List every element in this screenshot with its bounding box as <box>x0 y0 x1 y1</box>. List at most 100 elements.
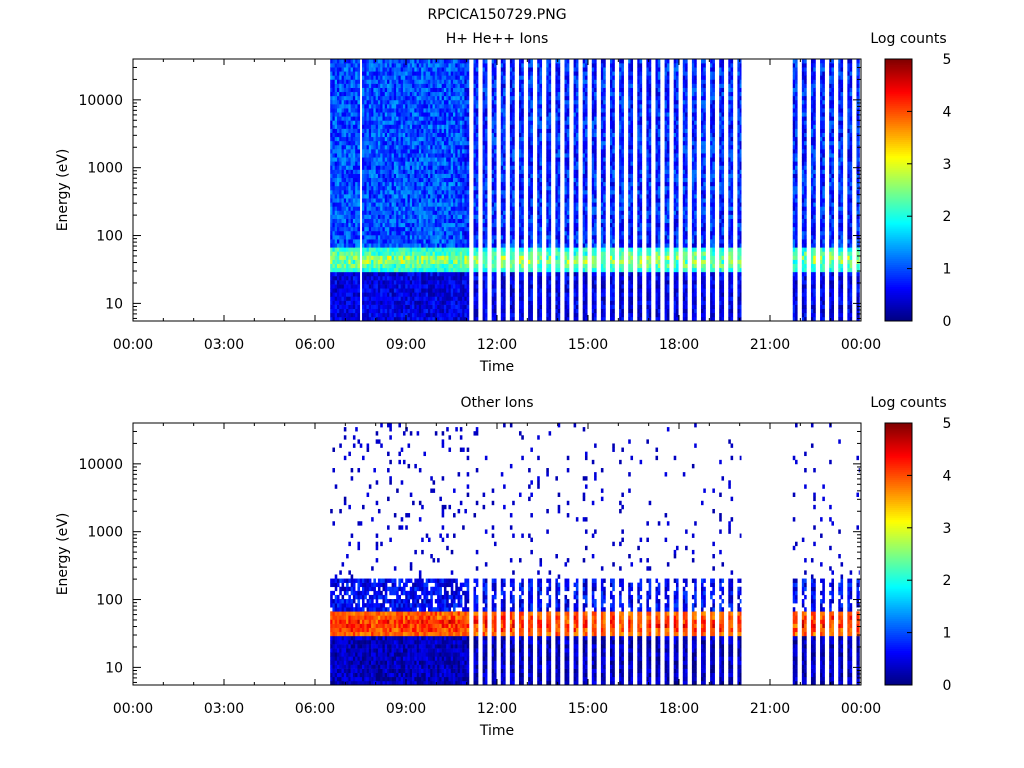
spectrogram-cell <box>455 128 458 133</box>
spectrogram-cell <box>546 292 549 297</box>
spectrogram-cell <box>387 316 390 322</box>
spectrogram-cell <box>382 104 386 109</box>
spectrogram-cell <box>491 218 495 224</box>
spectrogram-cell <box>377 288 381 293</box>
spectrogram-cell <box>373 136 376 142</box>
spectrogram-cell <box>416 177 420 183</box>
spectrogram-cell <box>455 153 458 158</box>
spectrogram-cell <box>414 267 417 273</box>
spectrogram-cell <box>407 173 411 179</box>
spectrogram-cell <box>448 99 452 105</box>
spectrogram-cell <box>528 243 531 248</box>
spectrogram-cell <box>364 181 367 187</box>
spectrogram-cell <box>441 255 445 260</box>
spectrogram-cell <box>400 149 404 154</box>
spectrogram-cell <box>409 161 413 166</box>
spectrogram-cell <box>509 149 513 154</box>
spectrogram-cell <box>457 67 461 72</box>
spectrogram-cell <box>336 316 340 322</box>
spectrogram-cell <box>434 120 438 125</box>
spectrogram-cell <box>373 108 376 113</box>
spectrogram-cell <box>462 112 465 117</box>
spectrogram-cell <box>339 59 342 64</box>
spectrogram-cell <box>493 190 497 195</box>
spectrogram-cell <box>446 194 449 199</box>
spectrogram-cell <box>336 79 340 84</box>
spectrogram-cell <box>414 308 417 314</box>
spectrogram-cell <box>348 239 351 244</box>
spectrogram-cell <box>402 288 406 293</box>
spectrogram-cell <box>462 194 465 199</box>
spectrogram-cell <box>366 128 370 133</box>
spectrogram-cell <box>364 153 367 158</box>
spectrogram-cell <box>348 222 351 228</box>
spectrogram-cell <box>448 267 452 273</box>
spectrogram-cell <box>400 288 404 293</box>
spectrogram-cell <box>521 149 524 154</box>
spectrogram-cell <box>368 308 372 314</box>
spectrogram-cell <box>380 226 383 232</box>
spectrogram-cell <box>352 280 356 285</box>
spectrogram-cell <box>346 267 349 273</box>
spectrogram-cell <box>402 71 406 76</box>
spectrogram-cell <box>371 161 374 166</box>
spectrogram-cell <box>473 198 477 203</box>
spectrogram-cell <box>371 153 374 158</box>
spectrogram-cell <box>387 275 390 281</box>
spectrogram-cell <box>398 296 401 301</box>
spectrogram-cell <box>382 239 386 244</box>
spectrogram-cell <box>427 316 431 322</box>
spectrogram-cell <box>432 230 436 236</box>
spectrogram-cell <box>443 140 447 146</box>
spectrogram-cell <box>457 210 461 215</box>
spectrogram-cell <box>455 251 458 256</box>
spectrogram-cell <box>423 210 427 215</box>
spectrogram-cell <box>348 280 351 285</box>
spectrogram-cell <box>405 222 408 228</box>
spectrogram-cell <box>455 280 458 285</box>
spectrogram-cell <box>412 271 415 277</box>
spectrogram-cell <box>521 222 524 228</box>
spectrogram-cell <box>439 108 442 113</box>
spectrogram-cell <box>455 214 458 219</box>
spectrogram-cell <box>434 149 438 154</box>
spectrogram-cell <box>371 132 374 138</box>
spectrogram-cell <box>384 63 388 68</box>
spectrogram-cell <box>491 95 495 101</box>
spectrogram-cell <box>350 136 354 142</box>
spectrogram-cell <box>373 165 376 170</box>
spectrogram-cell <box>366 124 370 129</box>
spectrogram-cell <box>509 206 513 211</box>
spectrogram-cell <box>384 255 388 260</box>
spectrogram-cell <box>341 275 345 281</box>
spectrogram-cell <box>357 214 361 219</box>
spectrogram-cell <box>355 210 358 215</box>
spectrogram-cell <box>384 136 388 142</box>
spectrogram-cell <box>503 108 506 113</box>
spectrogram-cell <box>530 128 533 133</box>
spectrogram-cell <box>493 63 497 68</box>
spectrogram-cell <box>418 144 422 150</box>
spectrogram-cell <box>366 140 370 146</box>
spectrogram-cell <box>459 149 463 154</box>
spectrogram-cell <box>473 230 477 236</box>
spectrogram-cell <box>450 316 454 322</box>
spectrogram-cell <box>332 226 336 232</box>
spectrogram-cell <box>453 271 456 277</box>
spectrogram-cell <box>416 296 420 301</box>
spectrogram-cell <box>400 239 404 244</box>
spectrogram-cell <box>343 104 347 109</box>
spectrogram-cell <box>421 120 424 125</box>
spectrogram-cell <box>341 267 345 273</box>
spectrogram-cell <box>443 169 447 174</box>
spectrogram-cell <box>455 271 458 277</box>
spectrogram-cell <box>377 275 381 281</box>
spectrogram-cell <box>539 161 543 166</box>
spectrogram-cell <box>380 79 383 84</box>
spectrogram-cell <box>441 190 445 195</box>
spectrogram-cell <box>398 144 401 150</box>
spectrogram-cell <box>380 198 383 203</box>
spectrogram-cell <box>414 251 417 256</box>
spectrogram-cell <box>459 132 463 138</box>
spectrogram-cell <box>389 173 392 179</box>
